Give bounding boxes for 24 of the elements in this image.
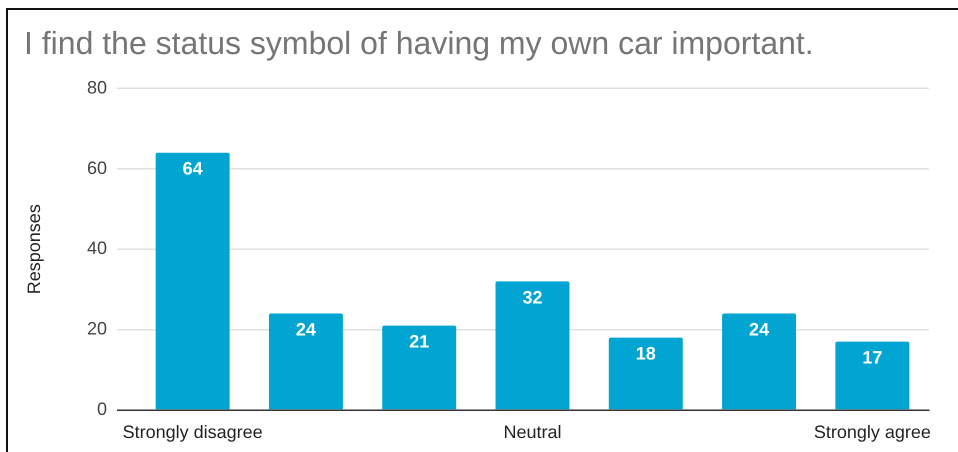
- bar: [835, 342, 910, 410]
- bar: [156, 152, 230, 410]
- y-tick-label: 60: [86, 158, 107, 178]
- data-label: 24: [296, 319, 316, 340]
- data-label: 64: [182, 158, 203, 179]
- x-tick-label: Strongly agree: [814, 422, 931, 442]
- data-label: 17: [862, 348, 882, 368]
- data-label: 18: [636, 344, 656, 364]
- y-tick-label: 40: [86, 238, 107, 258]
- x-tick-label: Strongly disagree: [122, 422, 263, 442]
- x-tick-label: Neutral: [503, 422, 562, 442]
- y-tick-label: 20: [86, 318, 107, 339]
- bar: [268, 314, 343, 410]
- bar: [382, 326, 456, 410]
- data-label: 24: [749, 319, 770, 340]
- y-tick-label: 80: [86, 77, 107, 98]
- bar: [496, 281, 570, 410]
- chart-title: I find the status symbol of having my own car important.: [24, 25, 814, 62]
- y-axis-title: Responses: [24, 204, 44, 294]
- data-label: 21: [409, 332, 430, 352]
- bar: [608, 338, 683, 410]
- y-tick-label: 0: [96, 398, 107, 419]
- bar: [722, 314, 796, 410]
- data-label: 32: [522, 287, 543, 308]
